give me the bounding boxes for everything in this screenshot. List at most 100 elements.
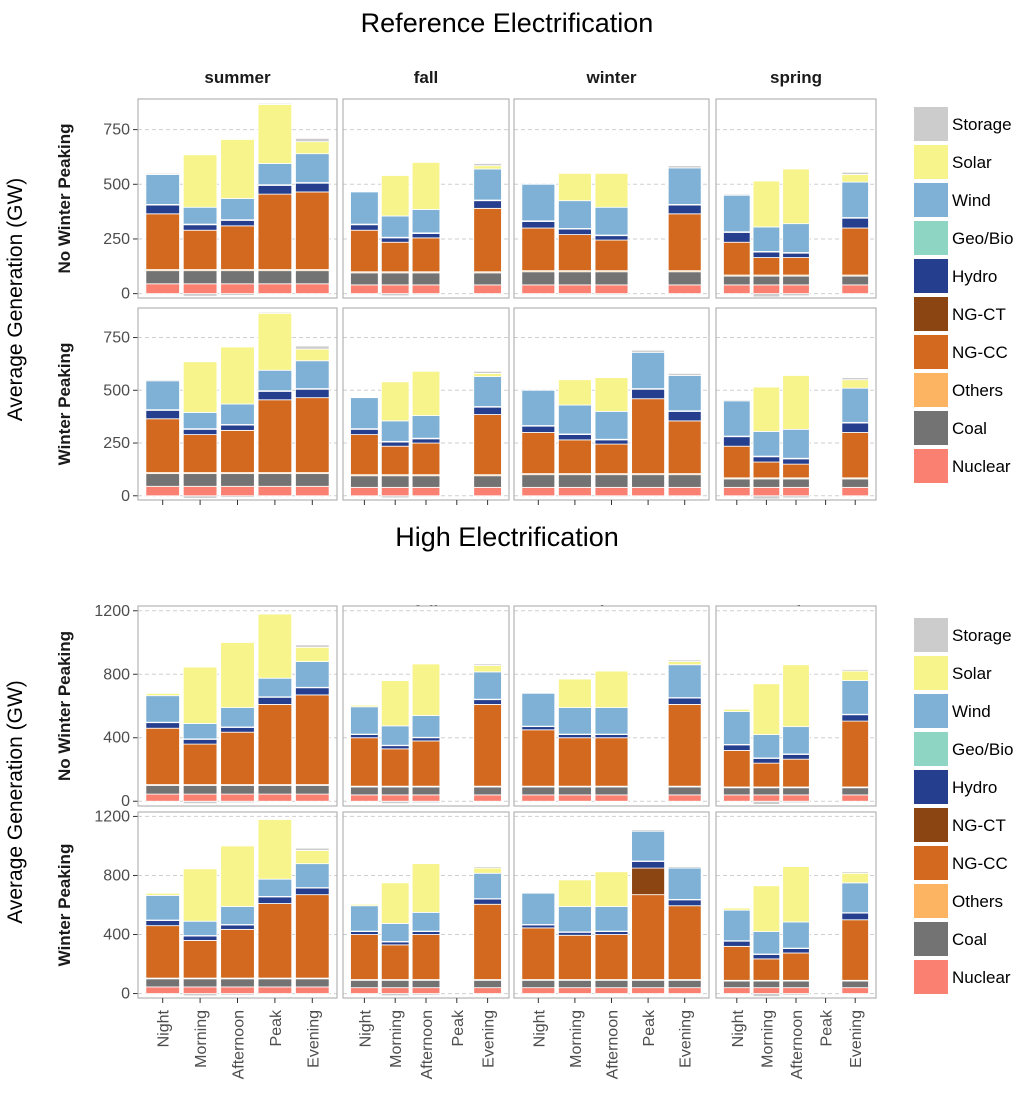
bar-segment-ng-cc: [667, 213, 702, 272]
bar-peak: [257, 612, 293, 802]
legend-swatch-ng-cc: [914, 335, 948, 369]
bar-segment-solar: [220, 346, 255, 405]
bar-segment-hydro: [473, 200, 502, 209]
bar-segment-nuclear: [411, 794, 441, 802]
row-label-no-winter-peaking: No Winter Peaking: [55, 631, 74, 781]
bar-segment-hydro: [594, 439, 629, 445]
bar-morning: [558, 379, 592, 498]
bar-segment-solar: [782, 664, 810, 728]
bar-evening: [841, 669, 869, 802]
legend-swatch-coal: [914, 922, 948, 956]
bar-segment-coal: [558, 474, 592, 488]
bar-segment-nuclear: [257, 283, 293, 295]
bar-afternoon: [782, 168, 810, 297]
bar-segment-solar: [473, 373, 502, 377]
bar-segment-solar: [841, 174, 869, 183]
bar-segment-ng-cc: [145, 213, 180, 270]
bar-segment-nuclear: [752, 284, 781, 295]
legend-swatch-storage: [914, 618, 948, 652]
bar-segment-coal: [841, 980, 869, 989]
bar-segment-hydro: [220, 727, 255, 733]
legend-label-ng-cc: NG-CC: [952, 343, 1008, 362]
bar-segment-nuclear: [257, 485, 293, 497]
bar-segment-solar: [257, 312, 293, 371]
bar-segment-nuclear: [782, 987, 810, 994]
bar-segment-ng-cc: [220, 928, 255, 979]
bar-segment-ng-cc: [782, 257, 810, 276]
bar-segment-ng-cc: [380, 748, 410, 787]
bar-morning: [752, 683, 781, 805]
bar-segment-ng-cc: [380, 241, 410, 273]
bar-segment-nuclear: [220, 283, 255, 295]
bar-segment-solar: [594, 871, 629, 907]
bar-segment-coal: [752, 980, 781, 989]
bar-segment-solar: [295, 849, 330, 865]
bar-segment-ng-cc: [182, 940, 218, 979]
bar-segment-wind: [723, 194, 751, 233]
bar-segment-nuclear: [521, 284, 556, 295]
bar-segment-hydro: [182, 428, 218, 435]
legend-label-ng-ct: NG-CT: [952, 816, 1006, 835]
bar-segment-wind: [723, 400, 751, 437]
x-tick-label-morning: Morning: [759, 1010, 776, 1068]
bar-afternoon: [782, 866, 810, 996]
bar-segment-coal: [723, 980, 751, 989]
bar-segment-coal: [411, 272, 441, 286]
bar-morning: [182, 666, 218, 805]
season-label-spring: spring: [770, 68, 822, 87]
bar-segment-storage: [145, 172, 180, 175]
bar-segment-storage: [473, 370, 502, 374]
bar-segment-nuclear: [220, 986, 255, 994]
bar-segment-ng-cc: [295, 191, 330, 270]
bar-segment-ng-cc: [182, 229, 218, 270]
legend-swatch-geo-bio: [914, 221, 948, 255]
bar-segment-nuclear: [782, 284, 810, 295]
bar-segment-storage: [145, 892, 180, 894]
bar-segment-solar: [558, 172, 592, 202]
bar-segment-hydro: [182, 224, 218, 231]
bar-afternoon: [594, 377, 629, 498]
bar-segment-wind: [257, 878, 293, 897]
legend-label-ng-ct: NG-CT: [952, 305, 1006, 324]
bar-segment-wind: [752, 431, 781, 457]
bar-afternoon: [411, 370, 441, 498]
bar-segment-solar: [295, 141, 330, 155]
bar-segment-hydro: [752, 251, 781, 258]
panel-winter-peaking-fall: [342, 811, 510, 999]
bar-segment-hydro: [723, 744, 751, 751]
bar-segment-wind: [295, 153, 330, 183]
bar-segment-coal: [411, 475, 441, 488]
legend: Storage Solar Wind Geo/Bio Hydro NG-CT NG-CC Ot…: [914, 107, 1013, 483]
y-axis-label: Average Generation (GW): [4, 680, 27, 924]
bar-segment-nuclear: [145, 485, 180, 497]
legend-swatch-solar: [914, 656, 948, 690]
bar-segment-wind: [473, 671, 502, 700]
bar-segment-wind: [295, 863, 330, 888]
x-tick-label-afternoon: Afternoon: [419, 1010, 436, 1079]
panel-winter-peaking-spring: [715, 307, 877, 501]
bar-segment-wind: [220, 198, 255, 221]
bar-segment-hydro: [145, 920, 180, 927]
bar-segment-nuclear: [594, 284, 629, 295]
x-tick-label-evening: Evening: [848, 1010, 865, 1068]
bar-segment-hydro: [594, 931, 629, 935]
chart-title: Reference Electrification: [361, 8, 654, 38]
bar-segment-ng-cc: [841, 432, 869, 479]
bar-segment-hydro: [257, 184, 293, 195]
bar-segment-nuclear: [558, 486, 592, 497]
bar-segment-hydro: [380, 745, 410, 750]
chart-title: High Electrification: [395, 522, 619, 552]
row-label-no-winter-peaking: No Winter Peaking: [55, 123, 74, 273]
bar-segment-ng-cc: [841, 720, 869, 788]
y-tick-label: 1200: [94, 603, 130, 620]
bar-segment-coal: [667, 979, 702, 989]
bar-segment-ng-cc: [752, 762, 781, 788]
legend-label-others: Others: [952, 381, 1003, 400]
bar-segment-wind: [411, 911, 441, 932]
bar-segment-coal: [350, 272, 379, 286]
bar-segment-wind: [411, 209, 441, 234]
bar-morning: [380, 175, 410, 297]
bar-segment-nuclear: [145, 283, 180, 295]
bar-segment-ng-cc: [723, 445, 751, 479]
